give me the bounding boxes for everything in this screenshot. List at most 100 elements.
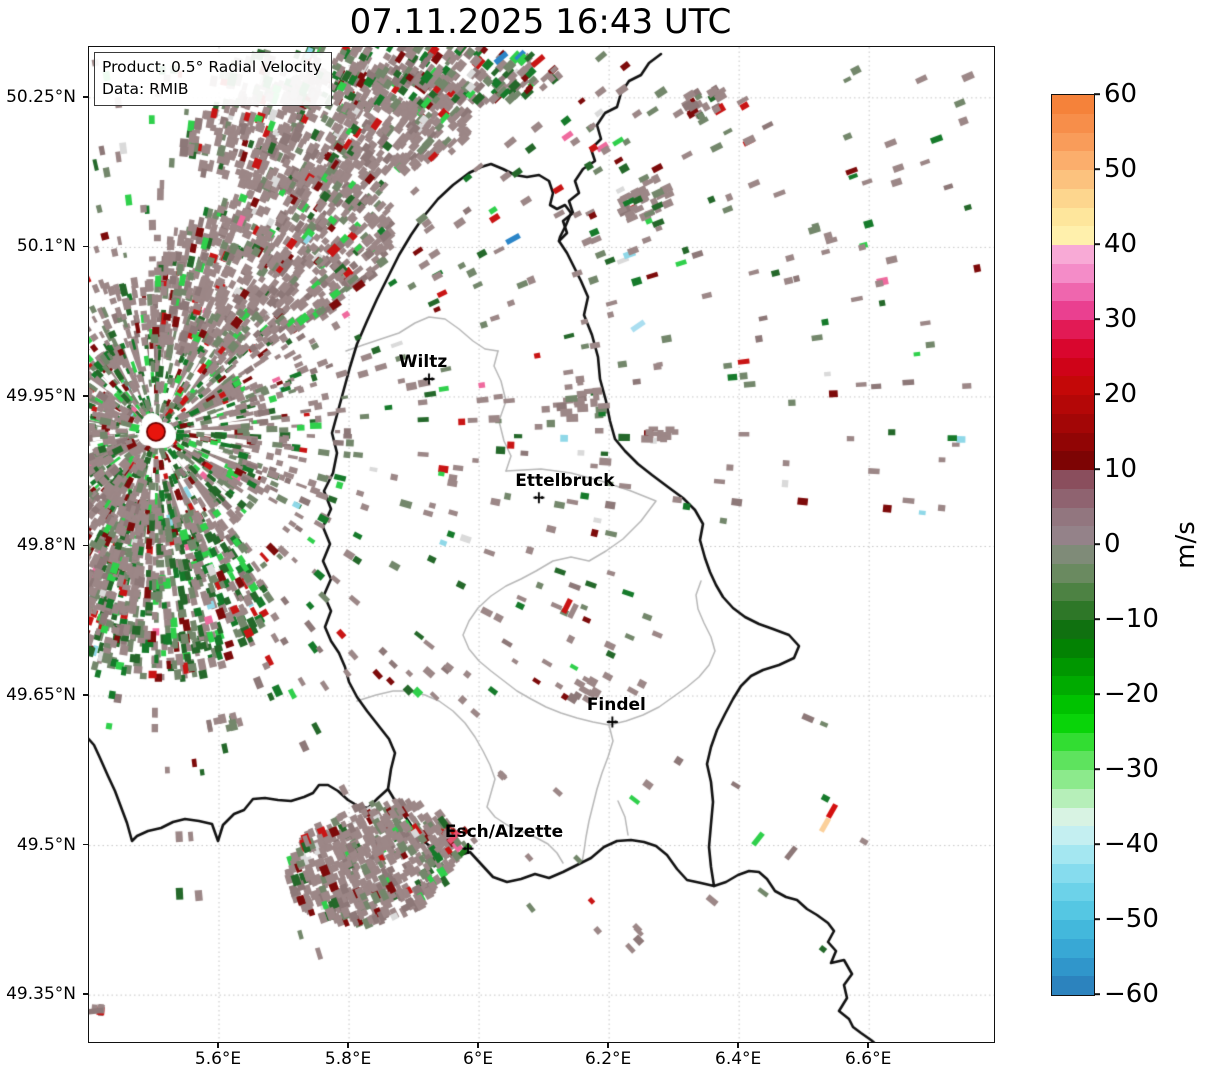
colorbar-band xyxy=(1052,676,1094,695)
colorbar-band xyxy=(1052,188,1094,208)
colorbar-tick-label: −20 xyxy=(1104,679,1159,709)
y-axis-tick-mark xyxy=(83,96,88,98)
x-axis-tick-mark xyxy=(477,1043,479,1048)
colorbar-band xyxy=(1052,601,1094,620)
x-axis-tick-mark xyxy=(217,1043,219,1048)
colorbar-tick-label: 0 xyxy=(1104,529,1121,559)
colorbar-band xyxy=(1052,845,1094,864)
colorbar-band xyxy=(1052,357,1094,377)
colorbar-band xyxy=(1052,957,1094,977)
colorbar-band xyxy=(1052,582,1094,602)
colorbar-band xyxy=(1052,170,1094,189)
product-info-box: Product: 0.5° Radial Velocity Data: RMIB xyxy=(94,52,332,106)
x-axis-tick-label: 5.8°E xyxy=(324,1049,372,1069)
colorbar-tick-mark xyxy=(1094,93,1100,95)
colorbar-band xyxy=(1052,901,1094,920)
y-axis-tick-label: 49.65°N xyxy=(6,685,76,706)
product-label: Product: 0.5° Radial Velocity xyxy=(102,58,322,76)
colorbar-band xyxy=(1052,807,1094,827)
colorbar-band xyxy=(1052,282,1094,302)
colorbar-tick-mark xyxy=(1094,468,1100,470)
colorbar-band xyxy=(1052,95,1094,114)
colorbar-tick-label: 10 xyxy=(1104,454,1138,484)
x-axis-tick-mark xyxy=(867,1043,869,1048)
y-axis-tick-label: 50.1°N xyxy=(16,236,76,257)
colorbar-band xyxy=(1052,920,1094,939)
colorbar-unit-label: m/s xyxy=(1171,521,1201,569)
colorbar-band xyxy=(1052,432,1094,452)
colorbar-tick-label: 60 xyxy=(1104,79,1138,109)
colorbar-band xyxy=(1052,395,1094,414)
y-axis-tick-label: 49.35°N xyxy=(6,984,76,1005)
x-axis-tick-label: 6.6°E xyxy=(845,1049,892,1069)
colorbar-band xyxy=(1052,245,1094,264)
velocity-colorbar xyxy=(1051,94,1095,996)
y-axis-tick-mark xyxy=(83,245,88,248)
colorbar-band xyxy=(1052,732,1094,752)
colorbar-tick-label: −60 xyxy=(1104,979,1159,1009)
city-label-eschalzette: Esch/Alzette xyxy=(444,821,564,842)
city-label-findel: Findel xyxy=(586,694,646,715)
colorbar-tick-mark xyxy=(1094,393,1100,395)
colorbar-band xyxy=(1052,151,1094,170)
colorbar-tick-label: −10 xyxy=(1104,604,1159,634)
x-axis-tick-label: 6.2°E xyxy=(584,1049,632,1069)
colorbar-band xyxy=(1052,207,1094,227)
colorbar-band xyxy=(1052,301,1094,320)
colorbar-tick-label: 50 xyxy=(1104,154,1138,184)
colorbar-tick-mark xyxy=(1094,618,1100,620)
colorbar-tick-label: −50 xyxy=(1104,904,1159,934)
y-axis-tick-mark xyxy=(83,544,88,547)
radar-map-canvas xyxy=(89,47,994,1042)
colorbar-band xyxy=(1052,338,1094,358)
colorbar-band xyxy=(1052,413,1094,433)
y-axis-tick-label: 49.8°N xyxy=(16,535,76,556)
colorbar-band xyxy=(1052,882,1094,902)
y-axis-tick-mark xyxy=(83,395,88,397)
colorbar-tick-mark xyxy=(1094,768,1100,770)
x-axis-tick-label: 5.6°E xyxy=(194,1049,242,1069)
colorbar-band xyxy=(1052,638,1094,658)
x-axis-tick-mark xyxy=(607,1043,609,1048)
city-label-ettelbruck: Ettelbruck xyxy=(515,470,615,491)
colorbar-band xyxy=(1052,470,1094,489)
colorbar-band xyxy=(1052,695,1094,714)
colorbar-band xyxy=(1052,657,1094,677)
x-axis-tick-mark xyxy=(347,1043,349,1048)
colorbar-tick-mark xyxy=(1094,693,1100,695)
data-source-label: Data: RMIB xyxy=(102,80,189,98)
colorbar-band xyxy=(1052,863,1094,883)
colorbar-band xyxy=(1052,826,1094,845)
colorbar-band xyxy=(1052,938,1094,958)
colorbar-tick-mark xyxy=(1094,168,1100,170)
colorbar-band xyxy=(1052,263,1094,283)
y-axis-tick-label: 49.95°N xyxy=(6,385,76,406)
x-axis-tick-label: 6°E xyxy=(463,1049,494,1069)
colorbar-band xyxy=(1052,226,1094,245)
x-axis-tick-label: 6.4°E xyxy=(715,1049,762,1069)
colorbar-band xyxy=(1052,376,1094,395)
colorbar-band xyxy=(1052,563,1094,583)
colorbar-band xyxy=(1052,713,1094,733)
colorbar-tick-label: 20 xyxy=(1104,379,1138,409)
colorbar-band xyxy=(1052,620,1094,639)
colorbar-tick-mark xyxy=(1094,243,1100,245)
colorbar-band xyxy=(1052,488,1094,508)
colorbar-band xyxy=(1052,132,1094,152)
colorbar-tick-mark xyxy=(1094,843,1100,845)
colorbar-tick-label: 40 xyxy=(1104,229,1138,259)
plot-title: 07.11.2025 16:43 UTC xyxy=(349,2,732,42)
colorbar-tick-mark xyxy=(1094,918,1100,920)
y-axis-tick-label: 49.5°N xyxy=(16,834,76,855)
colorbar-band xyxy=(1052,751,1094,770)
colorbar-band xyxy=(1052,320,1094,339)
y-axis-tick-mark xyxy=(83,843,88,846)
colorbar-band xyxy=(1052,788,1094,808)
y-axis-tick-mark xyxy=(83,694,88,696)
city-label-wiltz: Wiltz xyxy=(398,351,448,372)
colorbar-tick-mark xyxy=(1094,543,1100,545)
colorbar-tick-label: 30 xyxy=(1104,304,1138,334)
colorbar-band xyxy=(1052,526,1094,545)
colorbar-band xyxy=(1052,451,1094,470)
